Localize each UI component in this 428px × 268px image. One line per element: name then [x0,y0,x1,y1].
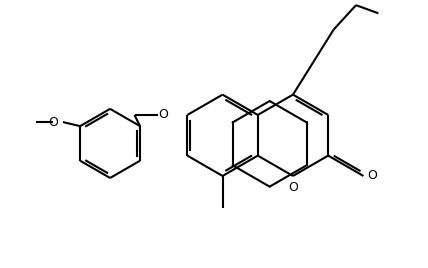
Text: O: O [48,116,58,129]
Text: O: O [288,181,298,194]
Text: O: O [367,169,377,183]
Text: O: O [158,109,168,121]
